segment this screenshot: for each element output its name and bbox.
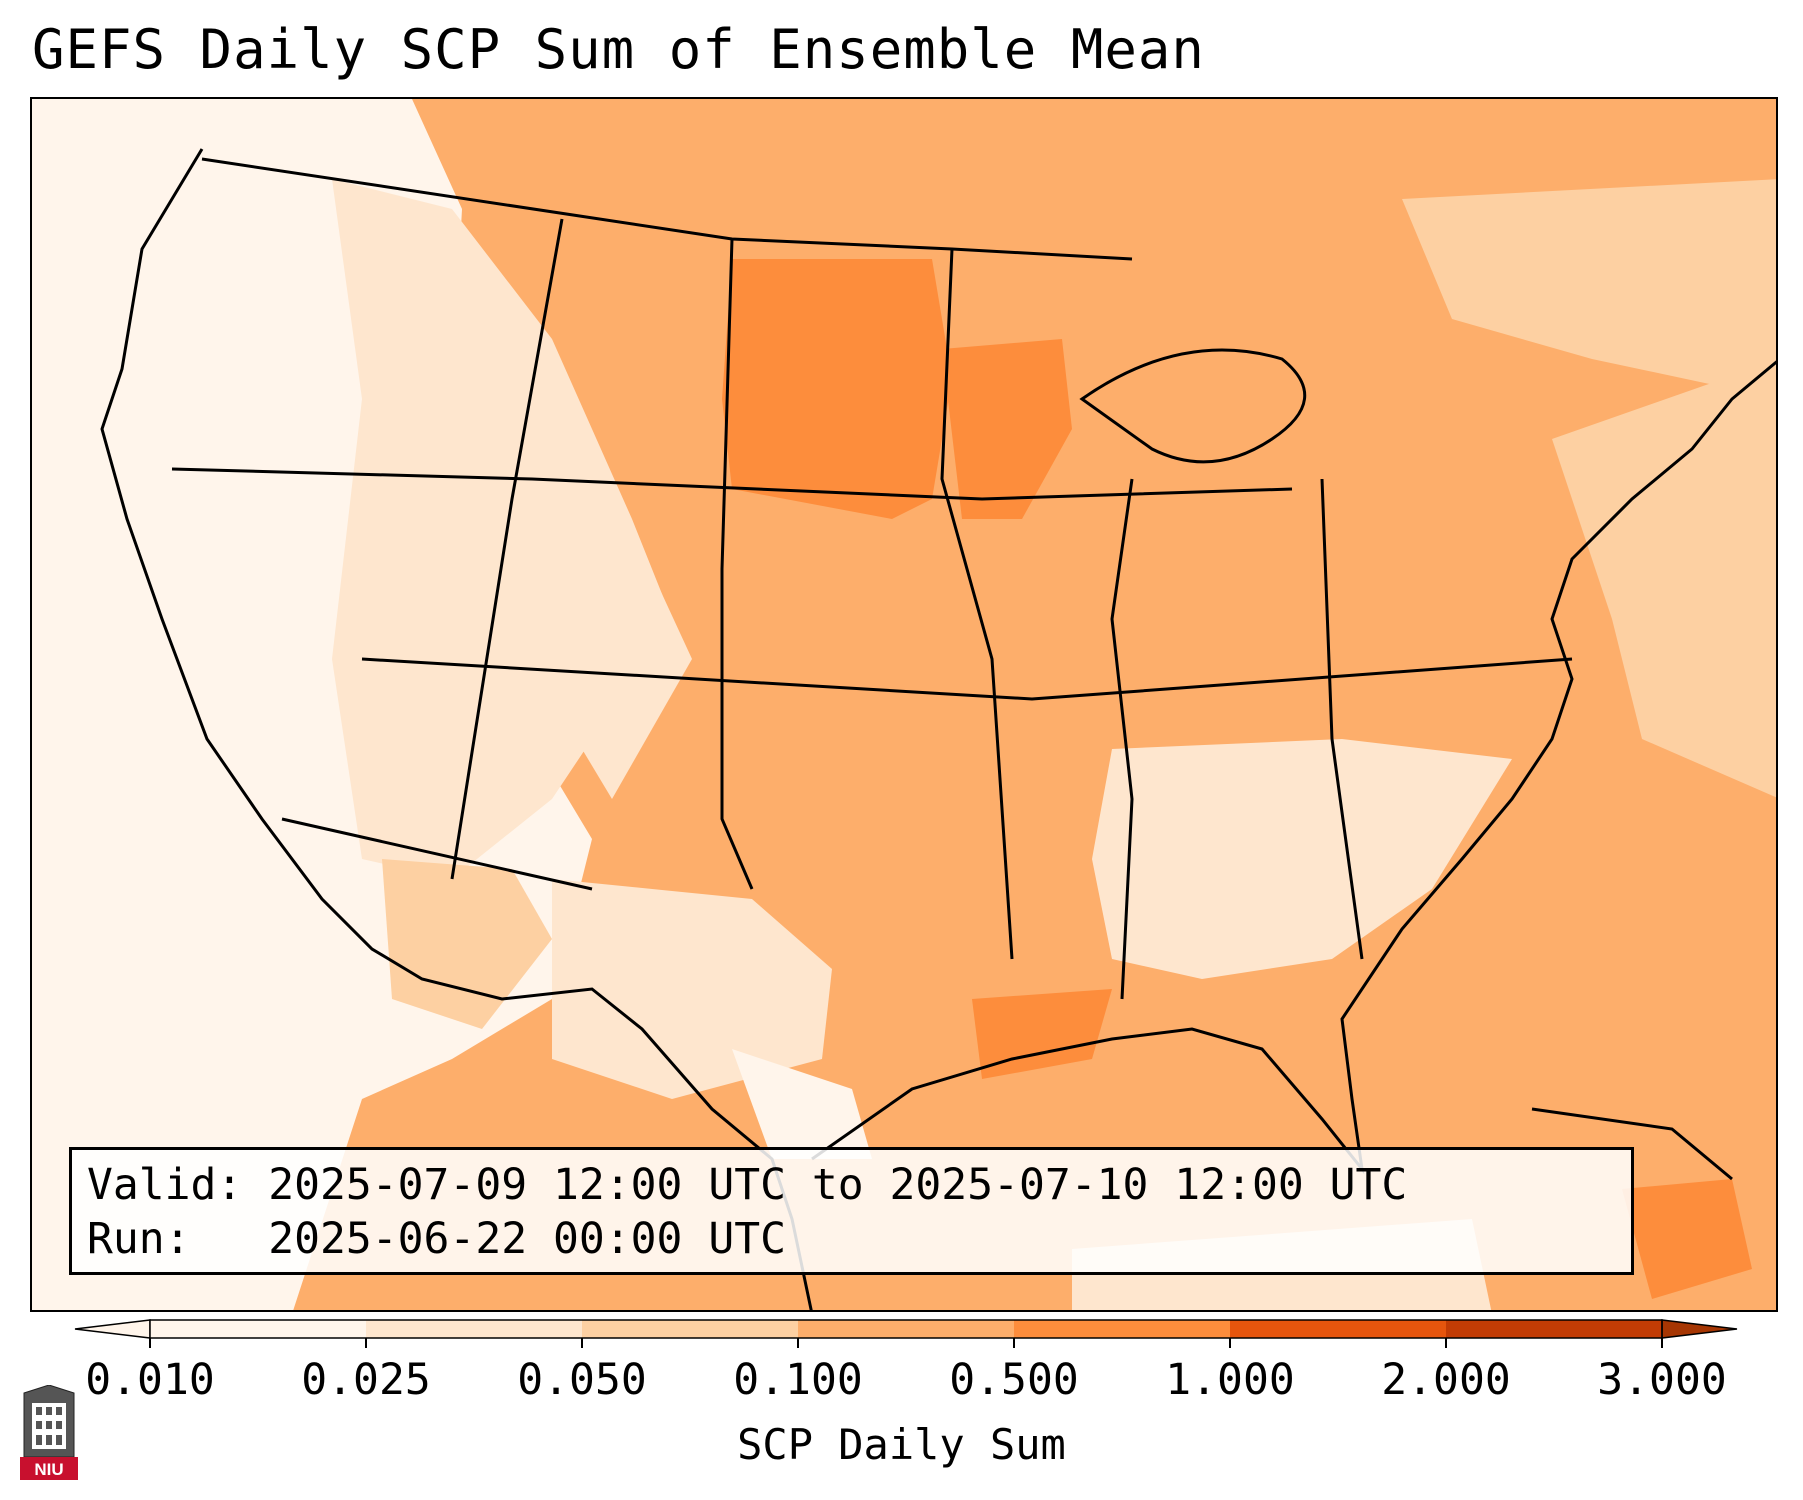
colorbar-label: SCP Daily Sum	[737, 1420, 1066, 1469]
field-light-west-texas	[552, 879, 832, 1099]
field-high-caribbean	[1622, 1179, 1752, 1299]
colorbar	[74, 1319, 1738, 1348]
colorbar-segment	[1014, 1320, 1230, 1338]
colorbar-tick-label: 0.025	[301, 1355, 431, 1405]
colorbar-segment	[582, 1320, 798, 1338]
border-appalachian	[1320, 478, 1364, 960]
west-gulf-coastline	[100, 148, 813, 1310]
colorbar-tick-label: 1.000	[1165, 1355, 1295, 1405]
map-title: GEFS Daily SCP Sum of Ensemble Mean	[32, 18, 1205, 81]
border-mountain-west	[450, 218, 564, 880]
colorbar-segment	[1230, 1320, 1446, 1338]
university-building-icon: NIU	[20, 1385, 78, 1480]
cuba-outline	[1531, 1107, 1733, 1181]
validity-info-box: Valid: 2025-07-09 12:00 UTC to 2025-07-1…	[69, 1147, 1634, 1275]
colorbar-segments	[74, 1319, 1738, 1339]
valid-time-text: Valid: 2025-07-09 12:00 UTC to 2025-07-1…	[87, 1160, 1408, 1210]
colorbar-tick-label: 0.500	[949, 1355, 1079, 1405]
colorbar-tick-label: 0.010	[85, 1355, 215, 1405]
border-plains-west	[720, 238, 754, 890]
colorbar-extend-min	[74, 1319, 151, 1339]
scp-field-map	[32, 99, 1776, 1310]
field-light-colorado	[552, 529, 692, 799]
field-high-gulf	[972, 989, 1112, 1079]
colorbar-tick-label: 3.000	[1597, 1355, 1727, 1405]
colorbar-segment	[798, 1320, 1014, 1338]
colorbar-tick-label: 0.050	[517, 1355, 647, 1405]
field-pale-mexico	[732, 1049, 872, 1159]
border-plains-east	[940, 248, 1014, 960]
logo-text: NIU	[34, 1460, 63, 1479]
colorbar-outline	[149, 1319, 1663, 1339]
colorbar-segment	[366, 1320, 582, 1338]
colorbar-segment	[150, 1320, 366, 1338]
colorbar-tick-label: 2.000	[1381, 1355, 1511, 1405]
border-mid-latitude	[361, 657, 1573, 701]
state-boundaries	[100, 148, 1776, 1310]
colorbar-ticks	[149, 1338, 1663, 1348]
field-light-southeast	[1092, 739, 1512, 979]
colorbar-segment	[1446, 1320, 1662, 1338]
east-coastline	[811, 360, 1776, 1175]
border-northern-tier	[171, 467, 1293, 501]
border-canada	[201, 157, 1133, 261]
colorbar-extend-max	[1661, 1319, 1738, 1339]
great-lakes-outline	[1079, 348, 1307, 464]
run-time-text: Run: 2025-06-22 00:00 UTC	[87, 1214, 786, 1264]
colorbar-tick-label: 0.100	[733, 1355, 863, 1405]
field-light-canada-east	[1402, 179, 1776, 399]
border-southwest	[281, 817, 593, 891]
field-light-atlantic	[1552, 360, 1776, 798]
field-high-dakotas	[722, 259, 952, 519]
field-high-minnesota	[942, 339, 1072, 519]
map-panel: Valid: 2025-07-09 12:00 UTC to 2025-07-1…	[30, 97, 1778, 1312]
field-light-arizona	[382, 859, 552, 1029]
border-mississippi	[1110, 478, 1134, 1000]
